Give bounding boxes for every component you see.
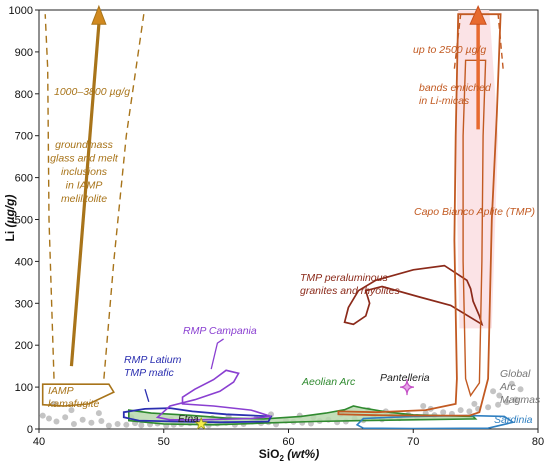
global-arc-point — [95, 410, 102, 417]
rmp-campania-label: RMP Campania — [183, 325, 257, 337]
global-arc-point — [457, 407, 464, 414]
y-tick-label: 0 — [27, 424, 33, 436]
global-arc-point — [496, 392, 503, 399]
iamp-arrow-shaft — [69, 24, 101, 367]
global-arc-point — [53, 418, 60, 425]
global-arc-point — [508, 380, 515, 387]
tmp-granites-field — [343, 264, 484, 327]
iamp-kamafugite-field — [41, 383, 115, 407]
global-arc-point — [440, 409, 447, 416]
global-arc-point — [420, 402, 427, 409]
global-arc-point — [68, 407, 75, 414]
global-arc-label: Magmas — [500, 394, 541, 406]
global-arc-point — [466, 408, 473, 415]
groundmass-label: groundmass — [55, 139, 114, 151]
global-arc-point — [495, 401, 502, 408]
global-arc-point — [70, 420, 77, 427]
y-tick-label: 200 — [15, 340, 33, 352]
capo-bianco-glow — [455, 10, 499, 329]
y-tick-label: 100 — [15, 382, 33, 394]
y-axis-unit: (µg/g) — [3, 195, 17, 228]
rmp-latium-label: TMP mafic — [124, 367, 175, 379]
bands-label: bands enriched — [419, 82, 492, 94]
etna-star — [194, 416, 208, 430]
pantelleria-label: Pantelleria — [380, 372, 430, 384]
global-arc-point — [105, 422, 112, 429]
sardinia-field — [355, 414, 515, 429]
x-tick-label: 70 — [407, 436, 419, 448]
aeolian-label: Aeolian Arc — [301, 376, 356, 388]
global-arc-point — [471, 400, 478, 407]
groundmass-label: inclusions — [61, 166, 108, 178]
global-arc-label: Arc — [499, 381, 517, 393]
groundmass-label: melilitolite — [61, 193, 107, 205]
global-arc-point — [79, 416, 86, 423]
capo-bianco-dash-right — [497, 14, 504, 69]
bands-label: in Li-micas — [419, 95, 470, 107]
pantelleria-marker — [399, 379, 415, 396]
global-arc-point — [485, 404, 492, 411]
y-tick-label: 900 — [15, 47, 33, 59]
x-axis-subscript: 2 — [279, 454, 284, 463]
rmp-campania-leader — [210, 338, 224, 370]
global-arc-point — [512, 396, 519, 403]
iamp-kamafugite-label: IAMP — [48, 385, 74, 397]
x-axis: 40 50 60 70 80 — [33, 429, 544, 448]
global-arc-point — [517, 386, 524, 393]
y-tick-label: 800 — [15, 89, 33, 101]
up-to-label: up to 2500 µg/g — [413, 44, 486, 56]
groundmass-label: in IAMP — [66, 180, 103, 192]
capo-bianco-dash-left — [453, 14, 462, 69]
y-tick-label: 600 — [15, 173, 33, 185]
rmp-latium-leader — [144, 389, 150, 402]
highlight-layer — [455, 10, 499, 329]
tmp-granites-label: TMP peraluminous — [300, 272, 388, 284]
x-axis-title: SiO2 (wt%) — [259, 447, 319, 464]
global-arc-point — [45, 415, 52, 422]
iamp-arrow-head — [91, 4, 107, 25]
global-arc-point — [503, 399, 510, 406]
global-arc-point — [138, 422, 145, 429]
markers-layer — [69, 4, 487, 430]
tmp-granites-label: granites and rhyolites — [300, 285, 401, 297]
y-tick-label: 500 — [15, 215, 33, 227]
rmp-campania-field — [155, 369, 272, 421]
global-arc-label: Global — [500, 368, 531, 380]
groundmass-label: glass and melt — [50, 153, 119, 165]
global-arc-point — [114, 420, 121, 427]
etna-label: Etna — [178, 414, 199, 425]
x-tick-label: 60 — [282, 436, 294, 448]
y-tick-label: 400 — [15, 256, 33, 268]
y-tick-label: 700 — [15, 131, 33, 143]
iamp-dash-left — [44, 14, 55, 379]
rmp-latium-field — [122, 407, 273, 424]
global-arc-point — [62, 414, 69, 421]
global-arc-point — [98, 418, 105, 425]
iamp-range-label: 1000–3800 µg/g — [54, 86, 130, 98]
capo-bianco-outer-field — [337, 13, 502, 417]
capo-bianco-inner-field — [462, 59, 487, 398]
x-axis-unit: (wt%) — [287, 447, 319, 461]
sardinia-label: Sardinia — [494, 414, 533, 426]
global-arc-point — [490, 388, 497, 395]
y-tick-label: 1000 — [9, 5, 33, 17]
global-arc-point — [39, 412, 46, 419]
rmp-latium-label: RMP Latium — [124, 354, 182, 366]
iamp-kamafugite-label: kamafugite — [48, 398, 100, 410]
x-tick-label: 50 — [158, 436, 170, 448]
global-arc-point — [123, 421, 130, 428]
y-axis: 0 100 200 300 400 500 600 700 800 900 1000 — [9, 5, 39, 436]
y-tick-label: 300 — [15, 298, 33, 310]
x-tick-label: 80 — [532, 436, 544, 448]
iamp-dash-right — [103, 14, 145, 379]
capo-bianco-label: Capo Bianco Aplite (TMP) — [414, 206, 535, 218]
y-axis-title: Li (µg/g) — [3, 195, 17, 242]
global-arc-point — [88, 419, 95, 426]
capo-arrow-head — [469, 4, 487, 25]
fields-layer — [41, 13, 515, 429]
x-tick-label: 40 — [33, 436, 45, 448]
